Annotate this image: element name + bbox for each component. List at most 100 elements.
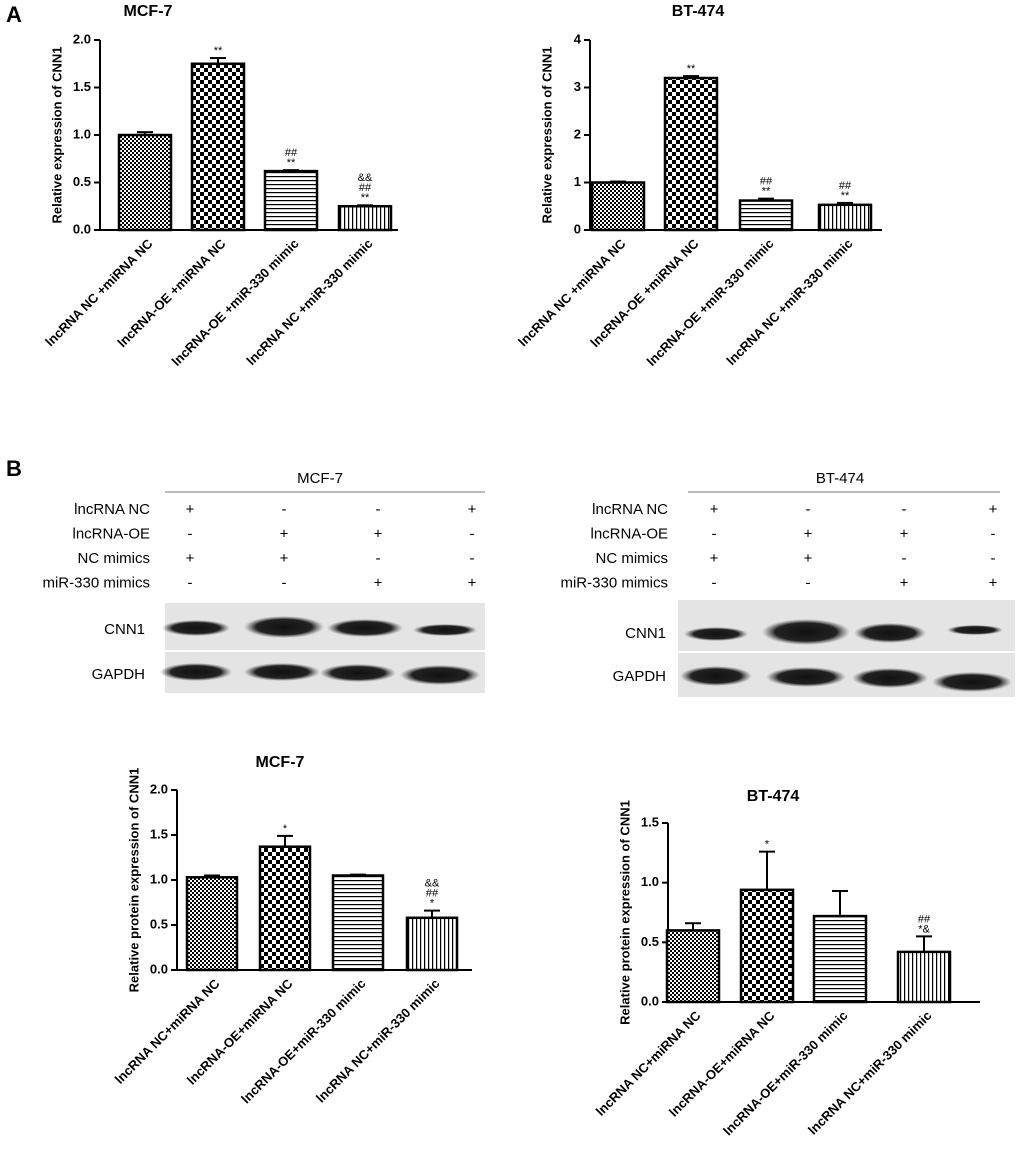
x-tick-label: lncRNA NC +miR-330 mimic <box>723 236 855 368</box>
bar <box>590 181 646 232</box>
condition-mark: + <box>989 501 998 518</box>
y-tick-label: 0.0 <box>73 221 91 236</box>
significance-mark: ## <box>359 182 372 194</box>
y-tick-label: 1 <box>574 174 581 189</box>
blot-bands <box>160 616 480 685</box>
y-tick-label: 0.0 <box>150 961 168 976</box>
significance-mark: * <box>765 839 770 851</box>
condition-mark: - <box>806 574 811 591</box>
y-tick-label: 1.5 <box>150 826 168 841</box>
condition-mark: + <box>186 501 195 518</box>
condition-mark: + <box>186 550 195 567</box>
condition-mark: + <box>468 574 477 591</box>
condition-mark: + <box>804 525 813 542</box>
condition-mark: - <box>712 574 717 591</box>
significance-mark: ## <box>285 147 298 159</box>
y-tick-label: 1.5 <box>641 814 659 829</box>
y-axis-label: Relative protein expression of CNN1 <box>126 768 141 993</box>
condition-mark: + <box>900 574 909 591</box>
significance-mark: * <box>283 823 288 835</box>
significance-mark: ** <box>841 190 850 202</box>
condition-mark: - <box>902 550 907 567</box>
significance-mark: ## <box>760 176 773 188</box>
condition-mark: + <box>468 501 477 518</box>
y-tick-label: 0.5 <box>150 916 168 931</box>
condition-label: lncRNA-OE <box>72 525 150 542</box>
condition-mark: - <box>902 501 907 518</box>
y-tick-label: 0.5 <box>641 934 659 949</box>
condition-mark: - <box>991 550 996 567</box>
condition-mark: + <box>280 525 289 542</box>
y-tick-label: 1.0 <box>73 126 91 141</box>
condition-mark: + <box>280 550 289 567</box>
y-tick-label: 1.0 <box>150 871 168 886</box>
condition-mark: + <box>989 574 998 591</box>
significance-mark: && <box>425 878 440 890</box>
significance-mark: ** <box>361 192 370 204</box>
chart-title: MCF-7 <box>256 754 305 771</box>
y-tick-label: 3 <box>574 79 581 94</box>
condition-label: lncRNA NC <box>74 501 150 518</box>
condition-mark: + <box>900 525 909 542</box>
y-tick-label: 4 <box>574 31 582 46</box>
condition-label: NC mimics <box>78 550 151 567</box>
significance-mark: ** <box>287 157 296 169</box>
y-axis-label: Relative protein expression of CNN1 <box>617 800 632 1025</box>
band-label: GAPDH <box>613 668 666 685</box>
condition-mark: - <box>470 550 475 567</box>
bar <box>896 950 952 1004</box>
bar <box>812 914 868 1004</box>
significance-mark: *& <box>918 923 930 935</box>
band-label: GAPDH <box>92 666 145 683</box>
band-label: CNN1 <box>104 621 145 638</box>
bar <box>331 874 385 972</box>
bar <box>263 169 319 232</box>
y-tick-label: 2.0 <box>150 781 168 796</box>
bar <box>117 133 173 232</box>
condition-mark: - <box>282 574 287 591</box>
condition-label: miR-330 mimics <box>560 574 668 591</box>
condition-mark: + <box>710 501 719 518</box>
condition-label: lncRNA NC <box>592 501 668 518</box>
condition-mark: - <box>376 501 381 518</box>
y-axis-label: Relative expression of CNN1 <box>49 46 64 223</box>
panel-label: B <box>6 456 22 481</box>
bar <box>738 199 794 232</box>
bar <box>739 888 795 1004</box>
significance-mark: && <box>358 172 373 184</box>
condition-mark: + <box>804 550 813 567</box>
blot-title: BT-474 <box>816 470 864 487</box>
condition-label: miR-330 mimics <box>42 574 150 591</box>
y-tick-label: 0 <box>574 221 581 236</box>
condition-mark: - <box>991 525 996 542</box>
condition-mark: - <box>806 501 811 518</box>
chart-title: BT-474 <box>672 3 725 20</box>
y-axis-label: Relative expression of CNN1 <box>539 46 554 223</box>
condition-mark: - <box>188 525 193 542</box>
bar <box>337 205 393 232</box>
significance-mark: ## <box>839 180 852 192</box>
panel-label: A <box>6 2 22 27</box>
y-tick-label: 2.0 <box>73 31 91 46</box>
x-tick-label: lncRNA NC +miR-330 mimic <box>243 236 375 368</box>
bar <box>190 62 246 232</box>
bar <box>817 203 873 232</box>
bar <box>663 76 719 232</box>
band-label: CNN1 <box>625 625 666 642</box>
y-tick-label: 1.0 <box>641 874 659 889</box>
y-tick-label: 0.0 <box>641 993 659 1008</box>
y-tick-label: 1.5 <box>73 79 91 94</box>
condition-mark: - <box>188 574 193 591</box>
significance-mark: ** <box>687 63 696 75</box>
condition-label: lncRNA-OE <box>590 525 668 542</box>
condition-mark: + <box>374 574 383 591</box>
x-tick-label: lncRNA-OE +miR-330 mimic <box>644 236 777 369</box>
x-tick-label: lncRNA-OE +miR-330 mimic <box>169 236 302 369</box>
blot-title: MCF-7 <box>297 470 343 487</box>
significance-mark: ## <box>426 888 439 900</box>
condition-mark: + <box>710 550 719 567</box>
x-tick-label: lncRNA NC+miR-330 mimic <box>313 976 443 1106</box>
blot-bands <box>680 619 1012 692</box>
condition-label: NC mimics <box>596 550 669 567</box>
